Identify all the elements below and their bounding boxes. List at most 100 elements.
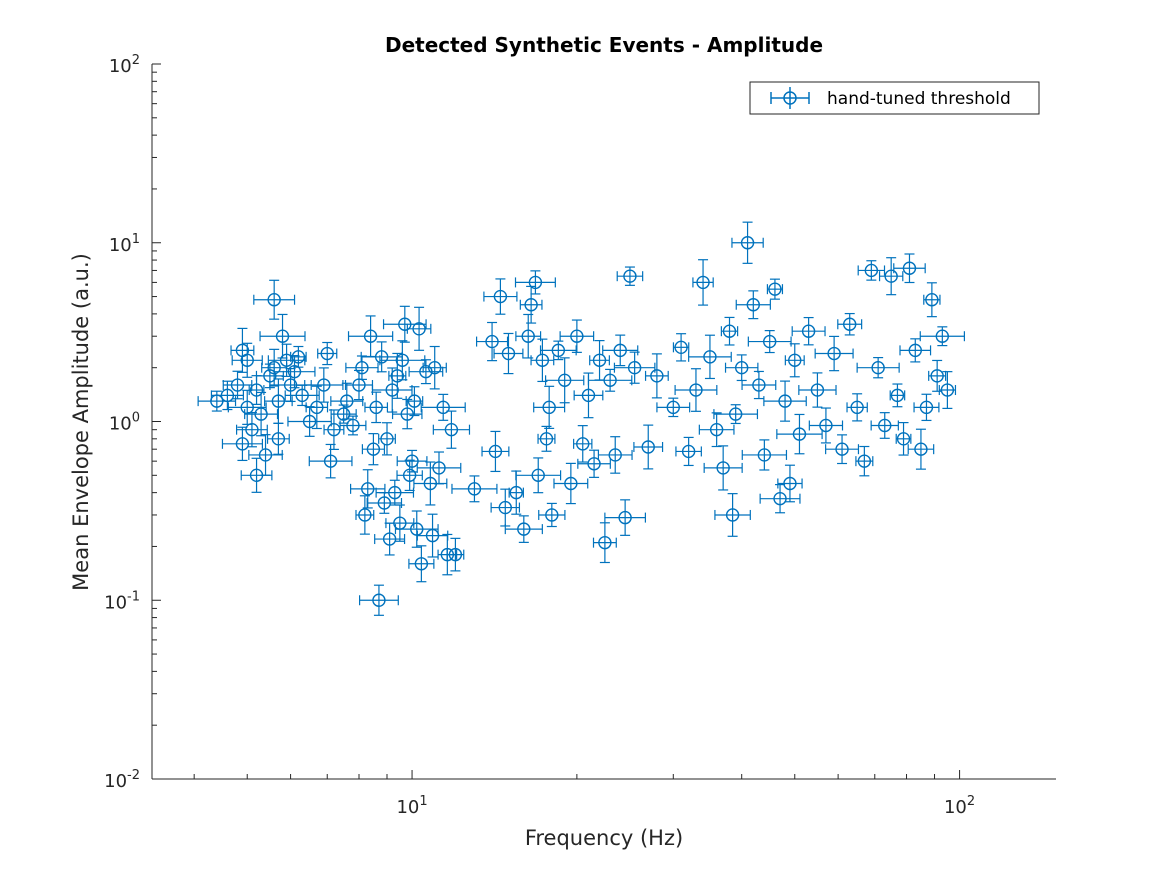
data-marker: [317, 378, 331, 392]
data-point: [345, 355, 379, 380]
data-point: [537, 425, 556, 452]
data-marker: [819, 418, 833, 433]
data-marker: [509, 485, 523, 500]
data-point: [814, 335, 854, 372]
data-marker: [681, 444, 696, 459]
data-marker: [598, 535, 612, 550]
data-marker: [220, 388, 235, 403]
data-marker: [240, 400, 254, 415]
data-point: [889, 383, 906, 408]
data-marker: [613, 343, 627, 358]
data-marker: [405, 454, 419, 468]
data-point: [656, 397, 691, 418]
plot-area: 101 102 10-2 10-1 100 101 102: [104, 53, 1056, 818]
legend-entry-label: hand-tuned threshold: [827, 89, 1011, 109]
data-marker: [302, 414, 317, 429]
data-marker: [871, 360, 885, 375]
data-marker: [864, 263, 879, 278]
data-point: [222, 370, 253, 400]
data-marker: [535, 353, 550, 367]
data-marker: [746, 298, 761, 312]
data-point: [230, 327, 255, 373]
data-point: [798, 372, 837, 408]
data-marker: [400, 407, 414, 421]
data-point: [731, 221, 764, 264]
data-point: [592, 522, 617, 564]
data-marker: [279, 353, 294, 367]
data-marker: [358, 508, 372, 522]
data-marker: [295, 388, 309, 403]
data-point: [259, 313, 306, 359]
x-tick-label: 102: [944, 794, 975, 818]
data-marker: [627, 360, 642, 375]
data-point: [396, 459, 423, 492]
data-point: [735, 290, 771, 320]
data-point: [688, 334, 732, 380]
data-point: [347, 315, 394, 358]
data-point: [360, 341, 403, 373]
data-marker: [689, 383, 703, 397]
data-marker: [385, 383, 399, 397]
data-point: [504, 515, 543, 543]
data-marker: [792, 427, 807, 441]
data-point: [692, 259, 714, 306]
data-point: [878, 257, 904, 296]
data-point: [248, 434, 283, 476]
data-point: [493, 332, 524, 375]
data-point: [893, 253, 926, 284]
data-point: [616, 266, 644, 286]
data-marker: [890, 388, 905, 403]
data-marker: [857, 454, 872, 468]
data-marker: [521, 329, 535, 343]
data-marker: [320, 346, 334, 361]
data-marker: [570, 329, 584, 343]
data-marker: [728, 407, 743, 421]
data-point: [420, 393, 466, 421]
data-point: [481, 430, 510, 473]
data-point: [766, 278, 784, 300]
x-ticks: 101 102: [193, 770, 975, 818]
data-marker: [919, 400, 934, 415]
data-marker: [618, 510, 632, 525]
data-marker: [369, 400, 383, 415]
data-marker: [551, 343, 566, 358]
data-point: [923, 282, 941, 318]
x-tick-label: 101: [396, 794, 427, 818]
data-marker: [592, 353, 607, 367]
data-point: [267, 343, 306, 377]
data-marker: [709, 422, 724, 437]
data-marker: [587, 457, 601, 471]
data-marker: [773, 491, 787, 506]
data-marker: [576, 437, 590, 451]
y-tick-label: 100: [109, 411, 140, 435]
data-marker: [778, 394, 792, 408]
data-point: [846, 393, 868, 422]
data-point: [698, 412, 735, 448]
data-marker: [884, 269, 898, 283]
data-marker: [528, 275, 543, 290]
data-point: [928, 359, 947, 392]
data-marker: [740, 236, 755, 250]
data-marker: [310, 400, 324, 415]
data-point: [587, 368, 633, 392]
data-point: [907, 428, 935, 470]
y-axis-label: Mean Envelope Amplitude (a.u.): [69, 253, 93, 591]
data-point: [483, 278, 518, 315]
data-point: [416, 513, 449, 558]
data-point: [290, 345, 307, 368]
data-point: [422, 345, 447, 390]
data-point: [240, 457, 273, 493]
data-marker: [810, 383, 825, 397]
data-marker: [935, 329, 950, 343]
data-marker: [843, 317, 857, 331]
data-marker: [517, 522, 531, 536]
data-point: [408, 359, 444, 385]
legend-swatch-marker: [783, 91, 797, 105]
data-point: [475, 321, 509, 362]
data-point: [530, 338, 555, 383]
data-marker: [412, 322, 426, 336]
data-marker: [835, 442, 849, 456]
data-point: [589, 340, 610, 381]
data-marker: [788, 353, 802, 367]
y-ticks: 10-2 10-1 100 101 102: [104, 53, 161, 792]
